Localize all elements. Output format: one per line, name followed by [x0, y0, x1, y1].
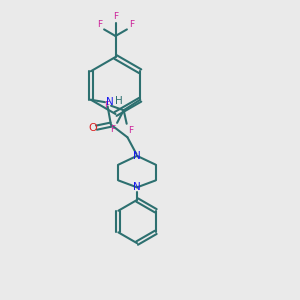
Text: F: F [97, 20, 102, 29]
Text: F: F [104, 101, 109, 110]
Text: O: O [88, 123, 97, 133]
Text: F: F [113, 12, 118, 21]
Text: F: F [128, 126, 133, 135]
Text: F: F [110, 125, 116, 134]
Text: N: N [133, 182, 141, 192]
Text: H: H [115, 96, 123, 106]
Text: N: N [133, 151, 141, 161]
Text: F: F [129, 20, 134, 29]
Text: N: N [106, 97, 114, 106]
